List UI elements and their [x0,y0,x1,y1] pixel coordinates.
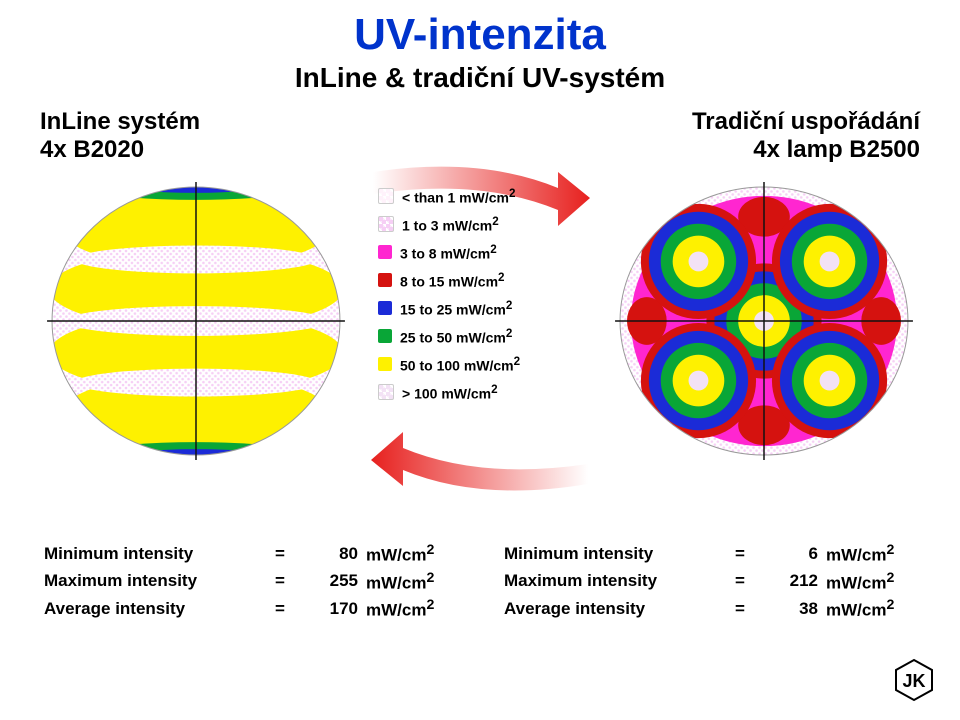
right-label-line2: 4x lamp B2500 [753,136,920,163]
stats-left: Minimum intensity=80mW/cm2Maximum intens… [40,540,460,623]
legend-row: 50 to 100 mW/cm2 [378,350,578,378]
legend-label: 15 to 25 mW/cm2 [400,299,512,318]
legend-swatch-icon [378,216,394,232]
legend-label: < than 1 mW/cm2 [402,187,515,206]
left-system-label: InLine systém 4x B2020 [40,108,360,164]
left-label-line2: 4x B2020 [40,136,144,163]
stat-unit: mW/cm2 [822,595,920,623]
legend-swatch-icon [378,273,392,287]
legend-label: 8 to 15 mW/cm2 [400,271,505,290]
page-subtitle: InLine & tradiční UV-systém [0,62,960,94]
stat-unit: mW/cm2 [362,540,460,568]
table-row: Minimum intensity=80mW/cm2 [40,540,460,568]
legend: < than 1 mW/cm2 1 to 3 mW/cm2 3 to 8 mW/cm… [378,182,578,406]
stat-name: Average intensity [40,595,261,623]
legend-label: > 100 mW/cm2 [402,383,498,402]
right-system-label: Tradiční uspořádání 4x lamp B2500 [600,108,920,164]
legend-swatch-icon [378,384,394,400]
legend-row: 8 to 15 mW/cm2 [378,266,578,294]
stat-name: Maximum intensity [500,568,721,596]
stat-unit: mW/cm2 [822,568,920,596]
legend-swatch-icon [378,301,392,315]
stat-unit: mW/cm2 [822,540,920,568]
legend-label: 25 to 50 mW/cm2 [400,327,512,346]
stat-value: 6 [759,540,822,568]
stat-eq: = [261,540,299,568]
stat-eq: = [261,568,299,596]
stat-unit: mW/cm2 [362,568,460,596]
legend-row: 25 to 50 mW/cm2 [378,322,578,350]
stat-name: Minimum intensity [40,540,261,568]
stat-name: Average intensity [500,595,721,623]
stat-value: 255 [299,568,362,596]
stat-unit: mW/cm2 [362,595,460,623]
table-row: Maximum intensity=212mW/cm2 [500,568,920,596]
stat-eq: = [721,568,759,596]
legend-row: > 100 mW/cm2 [378,378,578,406]
page: UV-intenzita InLine & tradiční UV-systém… [0,0,960,720]
legend-swatch-icon [378,357,392,371]
stats-left-table: Minimum intensity=80mW/cm2Maximum intens… [40,540,460,623]
chart-row: < than 1 mW/cm2 1 to 3 mW/cm2 3 to 8 mW/cm… [0,182,960,482]
left-label-line1: InLine systém [40,108,200,135]
table-row: Average intensity=38mW/cm2 [500,595,920,623]
stat-name: Maximum intensity [40,568,261,596]
legend-row: 3 to 8 mW/cm2 [378,238,578,266]
table-row: Average intensity=170mW/cm2 [40,595,460,623]
legend-label: 1 to 3 mW/cm2 [402,215,499,234]
jk-logo-text: JK [902,671,925,691]
stat-value: 170 [299,595,362,623]
legend-swatch-icon [378,245,392,259]
legend-label: 50 to 100 mW/cm2 [400,355,520,374]
table-row: Minimum intensity=6mW/cm2 [500,540,920,568]
stats-right: Minimum intensity=6mW/cm2Maximum intensi… [500,540,920,623]
table-row: Maximum intensity=255mW/cm2 [40,568,460,596]
inline-intensity-map [46,182,346,460]
stat-eq: = [721,540,759,568]
stats-right-table: Minimum intensity=6mW/cm2Maximum intensi… [500,540,920,623]
legend-row: 1 to 3 mW/cm2 [378,210,578,238]
stat-name: Minimum intensity [500,540,721,568]
legend-label: 3 to 8 mW/cm2 [400,243,497,262]
legend-row: 15 to 25 mW/cm2 [378,294,578,322]
jk-logo-icon: JK [892,658,936,702]
right-label-line1: Tradiční uspořádání [692,108,920,135]
stat-eq: = [721,595,759,623]
traditional-intensity-map [614,182,914,460]
stat-value: 80 [299,540,362,568]
legend-swatch-icon [378,329,392,343]
page-title: UV-intenzita [0,10,960,60]
stat-eq: = [261,595,299,623]
legend-swatch-icon [378,188,394,204]
stat-value: 38 [759,595,822,623]
legend-row: < than 1 mW/cm2 [378,182,578,210]
stat-value: 212 [759,568,822,596]
